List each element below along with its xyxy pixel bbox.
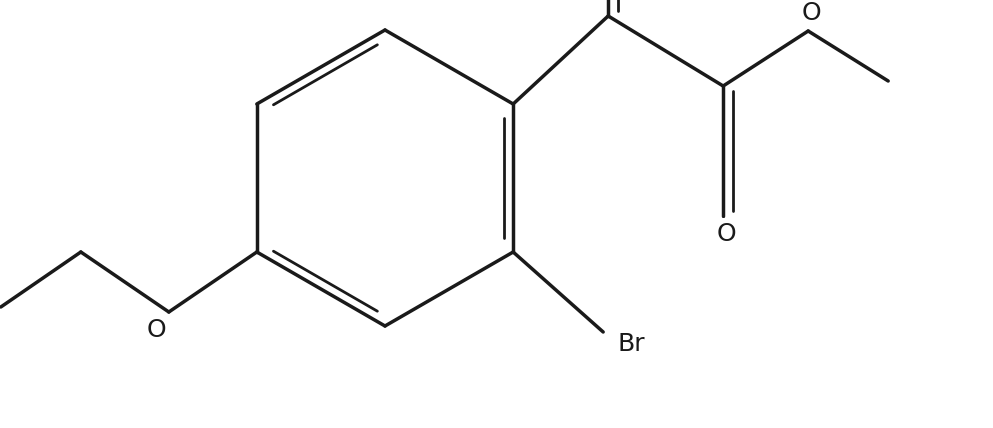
Text: O: O [147,318,167,342]
Text: O: O [716,222,736,246]
Text: O: O [801,1,821,25]
Text: Br: Br [618,332,645,356]
